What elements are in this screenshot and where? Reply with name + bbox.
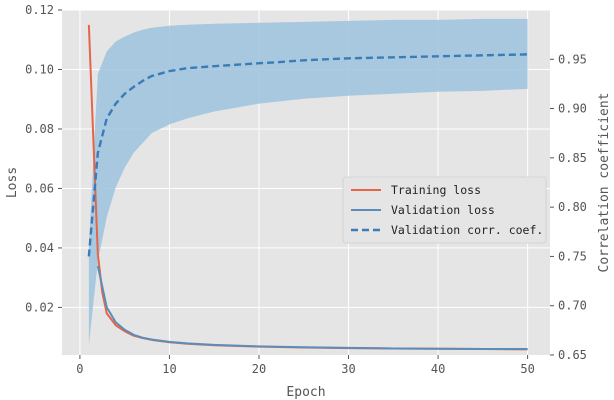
series-line-validation-loss (96, 265, 528, 351)
x-tick-label: 0 (76, 362, 83, 376)
y2-axis-label: Correlation coefficient (597, 92, 612, 272)
y-tick-label: 0.04 (25, 241, 54, 255)
y2-tick-label: 0.80 (558, 200, 587, 214)
series-line-validation-corr-coef (87, 53, 528, 257)
x-tick-label: 30 (341, 362, 355, 376)
legend-label-validation-loss: Validation loss (391, 203, 495, 217)
y2-tick-label: 0.85 (558, 151, 587, 165)
y-tick-label: 0.06 (25, 181, 54, 195)
x-tick-label: 10 (162, 362, 176, 376)
x-tick-label: 20 (252, 362, 266, 376)
confidence-band (88, 18, 528, 346)
y-tick-label: 0.10 (25, 62, 54, 76)
y2-tick-label: 0.75 (558, 249, 587, 263)
y-tick-label: 0.02 (25, 300, 54, 314)
confidence-band-layer (88, 18, 528, 346)
y2-tick-label: 0.70 (558, 299, 587, 313)
legend: Training loss Validation loss Validation… (342, 176, 547, 244)
y2-tick-label: 0.90 (558, 102, 587, 116)
y-axis-label: Loss (5, 167, 20, 198)
y2-tick-label: 0.65 (558, 348, 587, 362)
x-tick-label: 40 (431, 362, 445, 376)
legend-label-training-loss: Training loss (391, 183, 481, 197)
y-tick-label: 0.08 (25, 122, 54, 136)
legend-box (342, 176, 547, 244)
legend-label-validation-corr-coef: Validation corr. coef. (391, 223, 543, 237)
x-axis-label: Epoch (286, 385, 325, 400)
x-tick-label: 50 (520, 362, 534, 376)
tick-labels: 0 10 20 30 40 50 0.02 0.04 0.06 0.08 0.10 0.12 0.65 0… (25, 3, 587, 376)
y-tick-label: 0.12 (25, 3, 54, 17)
series-lines (87, 24, 528, 351)
y2-tick-label: 0.95 (558, 52, 587, 66)
